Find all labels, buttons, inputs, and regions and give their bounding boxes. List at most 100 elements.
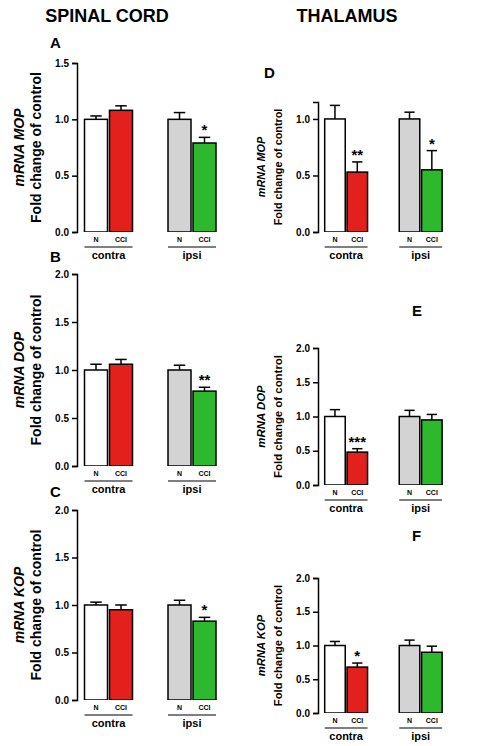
error-cap	[330, 409, 340, 411]
tick: 2.0	[55, 269, 77, 280]
axis-line	[72, 275, 78, 467]
tick-label: 0.0	[296, 480, 310, 491]
plot-area	[85, 106, 217, 232]
tick-label: 1.5	[55, 552, 69, 563]
error-cap	[427, 414, 437, 416]
tick-mark	[72, 700, 77, 702]
plot-area	[325, 640, 442, 713]
group-label: ipsi	[183, 249, 202, 261]
tick-mark	[72, 557, 77, 559]
tick-mark	[72, 63, 77, 65]
tick: 0.0	[296, 708, 318, 719]
tick: 0.0	[55, 227, 77, 238]
error-line	[431, 414, 433, 419]
y-axis: 0.00.51.01.52.0	[296, 343, 318, 491]
axis-title: Fold change of control	[272, 355, 284, 478]
tick: 1.0	[296, 411, 318, 422]
tick-label: 1.0	[55, 114, 69, 125]
bar	[85, 370, 108, 466]
error-line	[431, 646, 433, 652]
tick-label: 0.0	[55, 227, 69, 238]
group-underline	[85, 246, 133, 247]
axis-title: mRNA DOP	[255, 385, 267, 448]
y-axis: 0.00.51.01.52.0	[55, 269, 77, 472]
panel: FmRNA KOPFold change of control0.00.51.0…	[255, 527, 442, 742]
tick: 0.5	[296, 674, 318, 685]
tick-label: 0.0	[296, 708, 310, 719]
tick: 0.5	[55, 170, 77, 181]
category-label: N	[332, 489, 337, 496]
tick-mark	[313, 348, 318, 350]
error-bar	[174, 600, 186, 605]
axis-line	[72, 64, 78, 233]
category-label: N	[407, 236, 412, 243]
tick: 1.5	[296, 606, 318, 617]
tick-label: 0.5	[55, 170, 69, 181]
tick: 1.5	[55, 317, 77, 328]
bar	[193, 391, 216, 466]
bar	[422, 652, 443, 713]
group-label: contra	[329, 730, 364, 742]
tick: 2.0	[296, 573, 318, 584]
axis-line	[72, 511, 78, 701]
tick: 1.0	[296, 114, 318, 125]
panel-letter: D	[264, 64, 275, 81]
tick-label: 1.5	[296, 377, 310, 388]
tick-mark	[313, 382, 318, 384]
tick: 0.0	[296, 227, 318, 238]
panel: BmRNA DOPFold change of control0.00.51.0…	[11, 248, 216, 495]
axis-title: Fold change of control	[272, 585, 284, 706]
category-label: CCI	[115, 470, 127, 477]
significance: *	[202, 121, 208, 138]
column-title: SPINAL CORD	[45, 6, 169, 26]
tick: 1.0	[296, 640, 318, 651]
error-bar	[427, 151, 437, 170]
tick-label: 1.0	[296, 411, 310, 422]
error-bar	[427, 414, 437, 419]
category-label: CCI	[198, 236, 210, 243]
tick: 1.5	[55, 58, 77, 69]
error-bar	[90, 364, 102, 370]
error-cap	[174, 112, 186, 114]
tick-mark	[72, 232, 77, 234]
error-line	[179, 113, 181, 120]
tick-label: 0.0	[296, 227, 310, 238]
error-cap	[115, 359, 127, 361]
tick-label: 2.0	[296, 573, 310, 584]
bar	[422, 420, 443, 485]
tick-label: 0.5	[55, 647, 69, 658]
tick-label: 0.5	[296, 170, 310, 181]
y-axis: 0.0 0.5 1.0 1.5	[55, 58, 77, 238]
group-underline	[168, 246, 216, 247]
bar	[193, 143, 216, 232]
error-bar	[330, 410, 340, 417]
tick-mark	[72, 418, 77, 420]
error-line	[334, 105, 336, 119]
error-cap	[115, 105, 127, 107]
category-label: N	[177, 236, 182, 243]
panel: DmRNA MOPFold change of control0.00.51.0…	[255, 64, 442, 261]
panel: AmRNA MOPFold change of control0.00.51.0…	[11, 34, 216, 261]
tick-label: 1.5	[55, 317, 69, 328]
group-label: contra	[329, 502, 364, 514]
error-cap	[90, 601, 102, 603]
column-title: THALAMUS	[297, 6, 398, 26]
y-axis: 0.0 0.5 1.0 1.5 2.0	[296, 573, 318, 719]
tick-mark	[313, 612, 318, 614]
bar	[110, 110, 133, 232]
error-bar	[115, 359, 127, 364]
group-label: contra	[92, 717, 127, 729]
tick-label: 2.0	[296, 343, 310, 354]
significance: *	[354, 647, 360, 664]
error-cap	[115, 604, 127, 606]
category-label: CCI	[426, 717, 438, 724]
bar	[325, 646, 346, 714]
group-label: ipsi	[411, 249, 430, 261]
bar	[422, 170, 443, 232]
bar	[347, 452, 368, 485]
bar	[399, 646, 420, 714]
tick-label: 2.0	[55, 269, 69, 280]
bar	[168, 119, 191, 232]
category-label: CCI	[198, 470, 210, 477]
tick-mark	[313, 713, 318, 715]
